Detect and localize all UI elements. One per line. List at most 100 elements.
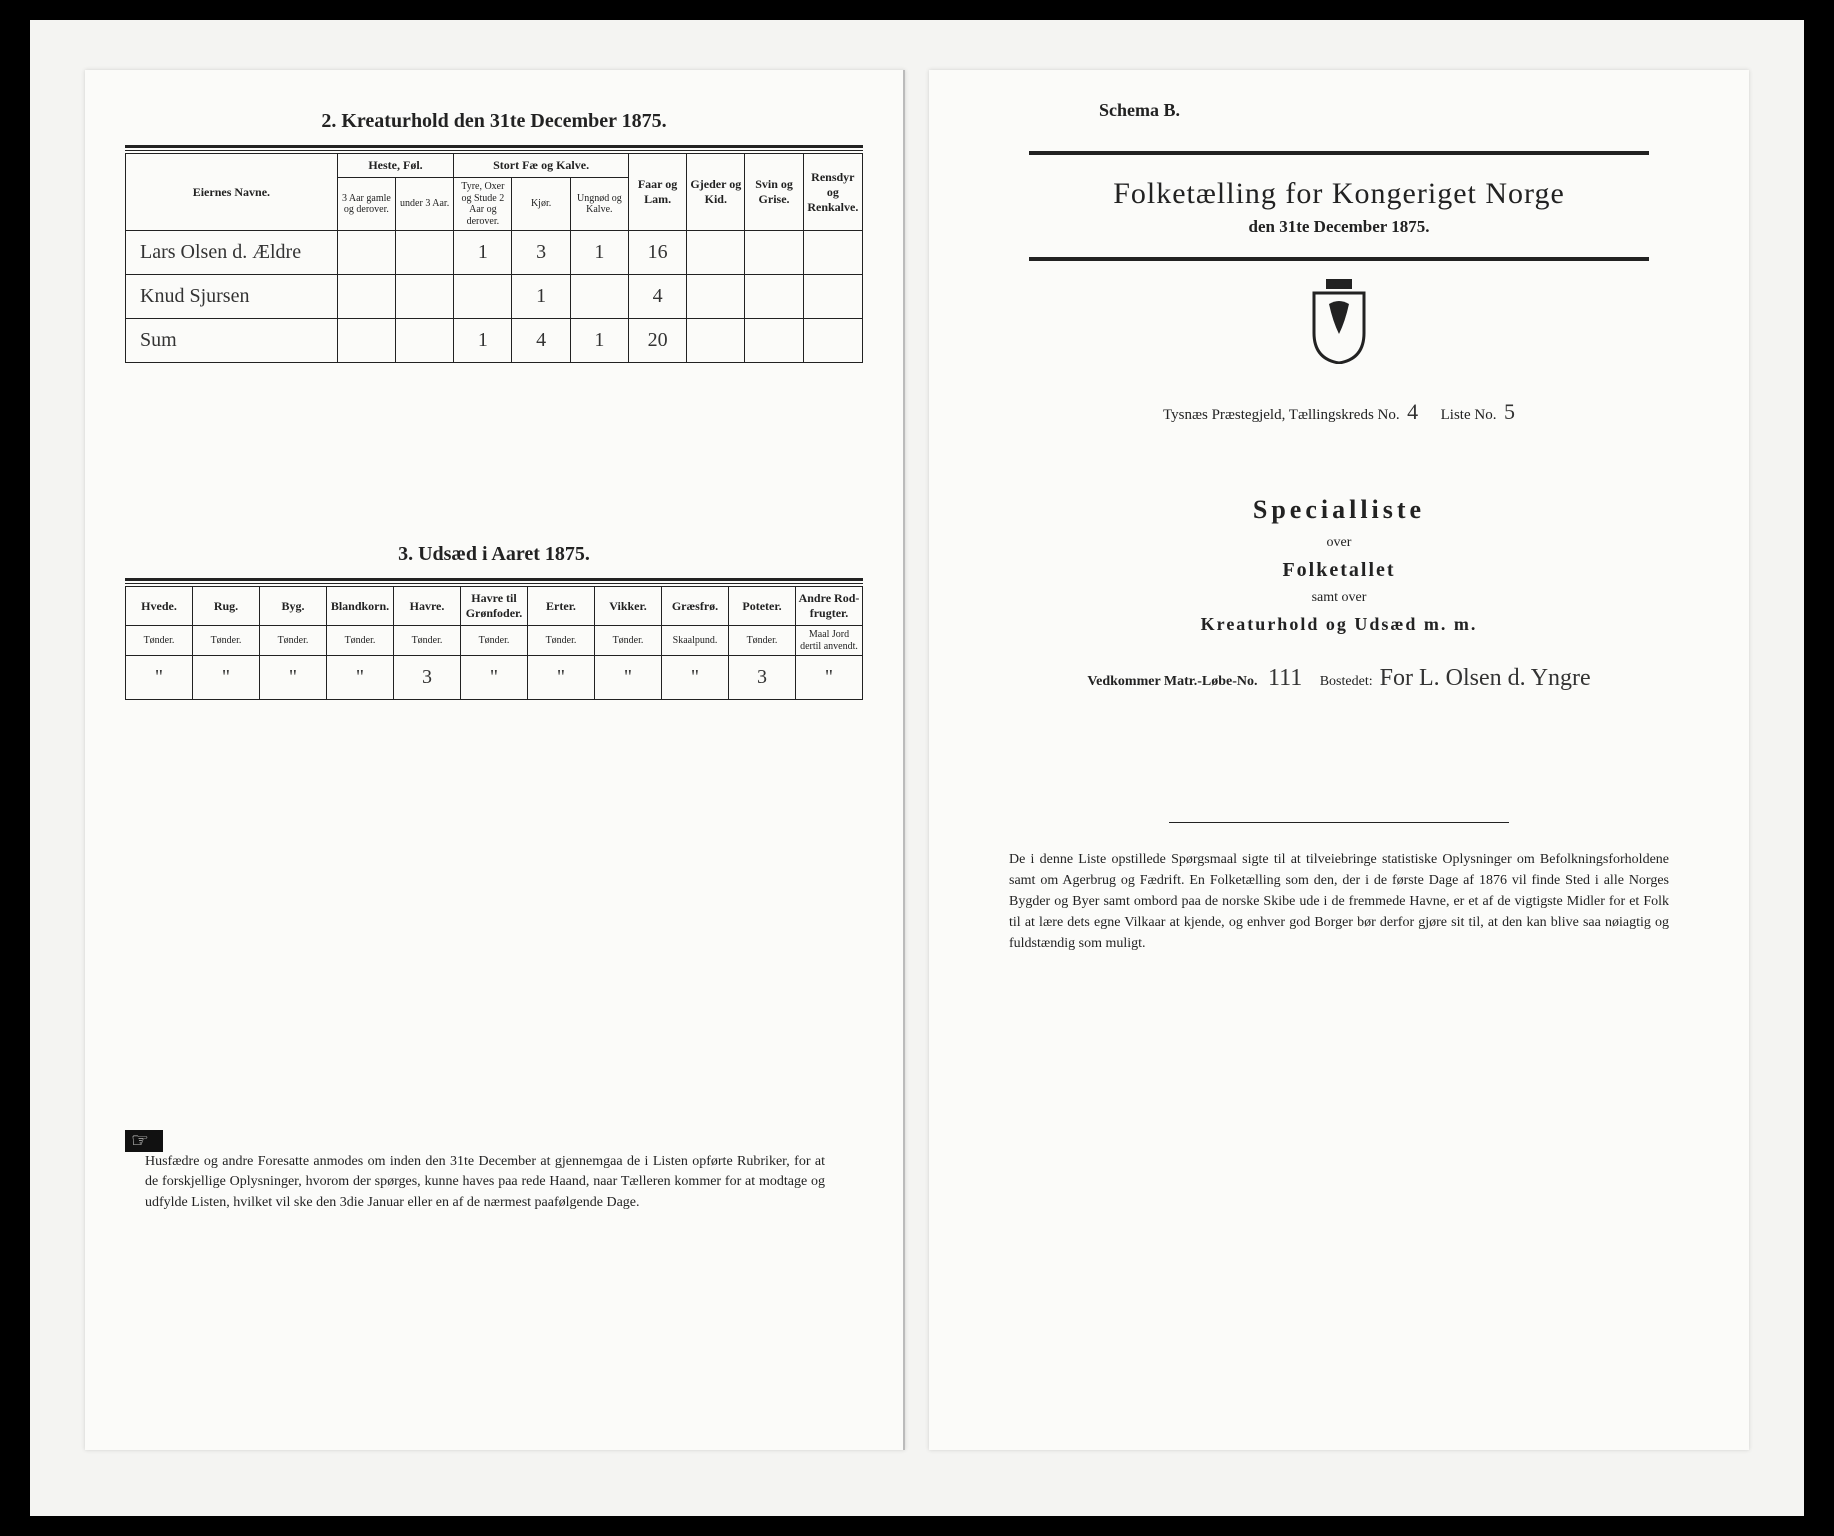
cell-value [803, 275, 862, 319]
cell-value: " [796, 656, 863, 700]
section2-title: 2. Kreaturhold den 31te December 1875. [125, 110, 863, 133]
col-subheader: Skaalpund. [662, 626, 729, 656]
section3-title: 3. Udsæd i Aaret 1875. [125, 543, 863, 566]
col-subheader: Tønder. [729, 626, 796, 656]
col-faar: Faar og Lam. [628, 154, 686, 231]
kreds-left: Tysnæs Præstegjeld, Tællingskreds No. [1163, 407, 1400, 423]
cell-value [337, 319, 395, 363]
cell-value: " [193, 656, 260, 700]
rule [125, 150, 863, 151]
kreaturhold-table: Eiernes Navne. Heste, Føl. Stort Fæ og K… [125, 153, 863, 363]
col-gjed: Gjeder og Kid. [687, 154, 745, 231]
col-subheader: Tønder. [126, 626, 193, 656]
cell-value: 1 [570, 231, 628, 275]
cell-value: " [528, 656, 595, 700]
col-header: Andre Rod-frugter. [796, 587, 863, 626]
col-header: Vikker. [595, 587, 662, 626]
matr-no: 111 [1268, 665, 1302, 691]
cell-value [687, 231, 745, 275]
cell-value: 3 [394, 656, 461, 700]
census-subtitle: den 31te December 1875. [969, 217, 1709, 237]
cell-value: 20 [628, 319, 686, 363]
rule [125, 578, 863, 581]
specialliste: Specialliste [969, 495, 1709, 525]
bosted-value: For L. Olsen d. Yngre [1380, 665, 1591, 691]
col-header: Poteter. [729, 587, 796, 626]
col-subheader: Tønder. [528, 626, 595, 656]
cell-value [454, 275, 512, 319]
table-row: Sum14120 [126, 319, 863, 363]
sub-s1: Tyre, Oxer og Stude 2 Aar og derover. [454, 178, 512, 231]
scan-background: 2. Kreaturhold den 31te December 1875. E… [30, 20, 1804, 1516]
pointer-icon [125, 1130, 163, 1152]
cell-value: 3 [729, 656, 796, 700]
over1: over [969, 535, 1709, 551]
cell-value: 16 [628, 231, 686, 275]
col-subheader: Tønder. [260, 626, 327, 656]
col-subheader: Tønder. [461, 626, 528, 656]
owner-name: Sum [126, 319, 338, 363]
cell-value [687, 275, 745, 319]
col-header: Erter. [528, 587, 595, 626]
col-header: Byg. [260, 587, 327, 626]
col-subheader: Tønder. [193, 626, 260, 656]
rule [125, 583, 863, 584]
cell-value [745, 275, 803, 319]
coat-of-arms-icon [969, 279, 1709, 369]
census-title: Folketælling for Kongeriget Norge [969, 177, 1709, 211]
cell-value: 4 [628, 275, 686, 319]
cell-value [337, 275, 395, 319]
vedk-label: Vedkommer Matr.-Løbe-No. [1087, 674, 1257, 689]
cell-value [803, 319, 862, 363]
col-rens: Rensdyr og Renkalve. [803, 154, 862, 231]
cell-value [803, 231, 862, 275]
col-header: Havre. [394, 587, 461, 626]
kreaturhold-line: Kreaturhold og Udsæd m. m. [969, 614, 1709, 635]
table-row: Knud Sjursen 1 4 [126, 275, 863, 319]
cell-value [745, 319, 803, 363]
cell-value [687, 319, 745, 363]
vedkommer-line: Vedkommer Matr.-Løbe-No. 111 Bostedet: F… [969, 665, 1709, 692]
rule [125, 145, 863, 148]
samt-over: samt over [969, 590, 1709, 606]
grp-stort: Stort Fæ og Kalve. [454, 154, 629, 178]
col-subheader: Tønder. [394, 626, 461, 656]
col-eier: Eiernes Navne. [126, 154, 338, 231]
cell-value [570, 275, 628, 319]
col-subheader: Tønder. [595, 626, 662, 656]
cell-value [396, 319, 454, 363]
owner-name: Knud Sjursen [126, 275, 338, 319]
owner-name: Lars Olsen d. Ældre [126, 231, 338, 275]
left-footnote: Husfædre og andre Foresatte anmodes om i… [145, 1152, 825, 1213]
col-header: Havre til Grønfoder. [461, 587, 528, 626]
col-header: Hvede. [126, 587, 193, 626]
sub-s3: Ungnød og Kalve. [570, 178, 628, 231]
right-footnote: De i denne Liste opstillede Spørgsmaal s… [1009, 849, 1669, 954]
cell-value [396, 275, 454, 319]
cell-value: " [595, 656, 662, 700]
cell-value: 3 [512, 231, 570, 275]
col-header: Rug. [193, 587, 260, 626]
kreds-line: Tysnæs Præstegjeld, Tællingskreds No. 4 … [969, 399, 1709, 425]
cell-value: " [461, 656, 528, 700]
col-subheader: Maal Jord dertil anvendt. [796, 626, 863, 656]
bosted-label: Bostedet: [1320, 674, 1373, 689]
cell-value: " [126, 656, 193, 700]
grp-heste: Heste, Føl. [337, 154, 453, 178]
cell-value: 1 [454, 231, 512, 275]
cell-value: 1 [570, 319, 628, 363]
col-header: Blandkorn. [327, 587, 394, 626]
left-footnote-block: Husfædre og andre Foresatte anmodes om i… [125, 1130, 863, 1213]
rule [1029, 260, 1649, 261]
cell-value [337, 231, 395, 275]
cell-value: " [260, 656, 327, 700]
col-header: Græsfrø. [662, 587, 729, 626]
udsaed-table: Hvede.Rug.Byg.Blandkorn.Havre.Havre til … [125, 586, 863, 700]
col-svin: Svin og Grise. [745, 154, 803, 231]
cell-value: 4 [512, 319, 570, 363]
col-subheader: Tønder. [327, 626, 394, 656]
left-page: 2. Kreaturhold den 31te December 1875. E… [85, 70, 905, 1450]
cell-value [396, 231, 454, 275]
cell-value: 1 [512, 275, 570, 319]
sub-h1: 3 Aar gamle og derover. [337, 178, 395, 231]
